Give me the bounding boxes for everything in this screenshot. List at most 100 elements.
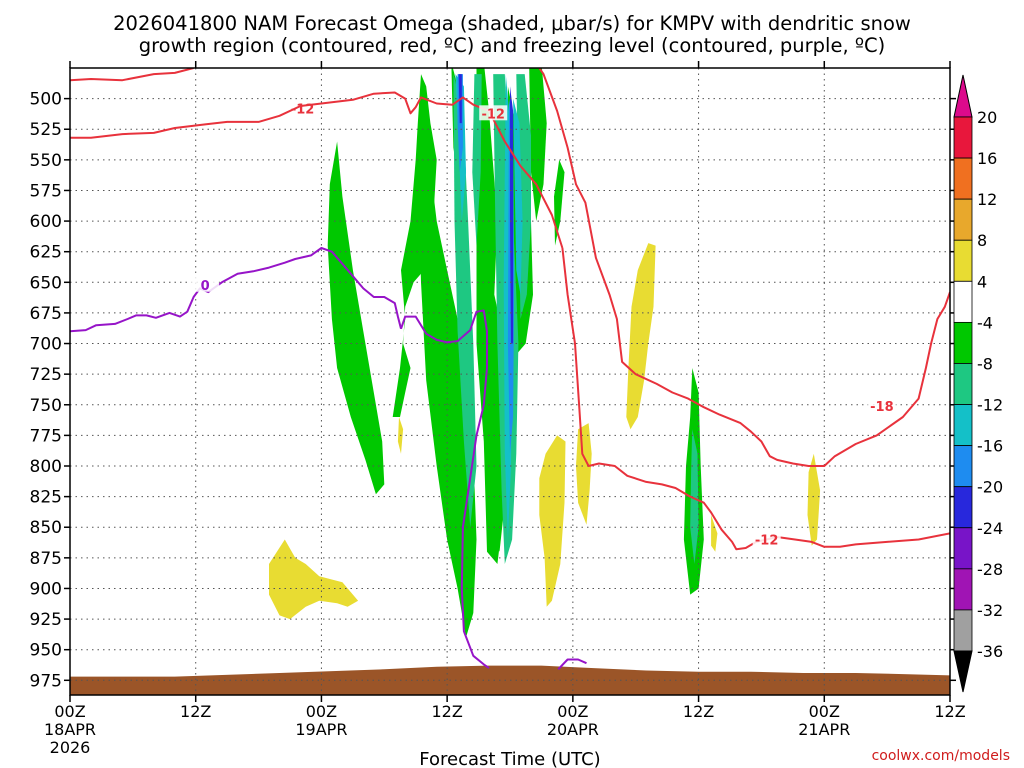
dgz-contour-line-0 bbox=[70, 68, 194, 82]
chart-title-line2: growth region (contoured, red, ºC) and f… bbox=[139, 34, 886, 57]
colorbar-label: -16 bbox=[977, 437, 1003, 456]
colorbar-segment bbox=[953, 321, 973, 364]
y-tick-label: 550 bbox=[30, 151, 62, 171]
x-tick-label: 12Z bbox=[683, 702, 714, 721]
colorbar-segment bbox=[953, 116, 973, 159]
colorbar-label: 8 bbox=[977, 231, 987, 250]
colorbar-segment bbox=[953, 486, 973, 529]
omega-shading-layer bbox=[269, 68, 821, 638]
colorbar-segment bbox=[953, 239, 973, 282]
dgz-contour-label-0: -12 bbox=[291, 102, 315, 117]
x-tick-label: 12Z bbox=[431, 702, 462, 721]
y-tick-label: 975 bbox=[30, 671, 62, 691]
omega-area-2 bbox=[417, 86, 477, 638]
y-tick-label: 600 bbox=[30, 212, 62, 232]
omega-area-8 bbox=[554, 159, 565, 246]
colorbar-label: 12 bbox=[977, 190, 997, 209]
colorbar-segment bbox=[953, 527, 973, 570]
omega-area-26 bbox=[711, 515, 718, 552]
x-year-label: 2026 bbox=[50, 738, 91, 757]
dgz-contour-label-1: -12 bbox=[481, 107, 505, 122]
y-tick-label: 575 bbox=[30, 181, 62, 201]
colorbar-label: 16 bbox=[977, 149, 997, 168]
x-tick-label: 12Z bbox=[180, 702, 211, 721]
colorbar-label: -20 bbox=[977, 478, 1003, 497]
dgz-contour-label-bg bbox=[479, 105, 508, 121]
omega-area-23 bbox=[539, 435, 566, 607]
dgz-contour-label-bg bbox=[867, 397, 896, 413]
y-tick-label: 825 bbox=[30, 488, 62, 508]
dgz-contour-label-bg bbox=[752, 531, 781, 547]
dgz-contour-line-2 bbox=[538, 68, 950, 467]
y-tick-label: 775 bbox=[30, 426, 62, 446]
colorbar-segment bbox=[953, 568, 973, 611]
colorbar-label: 20 bbox=[977, 108, 997, 127]
y-tick-label: 925 bbox=[30, 610, 62, 630]
y-tick-label: 850 bbox=[30, 518, 62, 538]
x-tick-label: 00Z bbox=[54, 702, 85, 721]
y-tick-label: 750 bbox=[30, 396, 62, 416]
omega-area-10 bbox=[453, 74, 477, 528]
colorbar-label: -4 bbox=[977, 313, 993, 332]
colorbar-label: -24 bbox=[977, 519, 1003, 538]
x-date-label: 18APR bbox=[44, 720, 96, 739]
colorbar-legend: 20 16 12 8 4 -4 -8 -12 -16 -20 -24 -28 -32 -36 bbox=[953, 74, 1003, 693]
dgz-contour-label-2: -18 bbox=[870, 400, 894, 415]
y-tick-label: 800 bbox=[30, 457, 62, 477]
colorbar-segment bbox=[953, 609, 973, 652]
colorbar-label: -36 bbox=[977, 642, 1003, 661]
freezing-contour-line-0 bbox=[70, 247, 402, 333]
plot-frame bbox=[69, 67, 951, 696]
colorbar-segment bbox=[953, 363, 973, 405]
omega-area-27 bbox=[807, 453, 821, 546]
x-tick-label: 00Z bbox=[306, 702, 337, 721]
omega-area-14 bbox=[690, 429, 699, 564]
colorbar-top-arrow bbox=[953, 74, 973, 118]
colorbar-label: -32 bbox=[977, 601, 1003, 620]
colorbar-segment bbox=[953, 157, 973, 200]
freezing-contour-line-2 bbox=[557, 658, 587, 670]
colorbar-segment bbox=[953, 198, 973, 241]
colorbar-segment bbox=[953, 445, 973, 488]
x-tick-label: 12Z bbox=[934, 702, 965, 721]
colorbar-segment bbox=[953, 404, 973, 447]
plot-area: -12 -12 -18 -12 0 bbox=[70, 68, 950, 695]
x-date-label: 20APR bbox=[547, 720, 599, 739]
omega-area-25 bbox=[626, 243, 656, 430]
colorbar-label: -28 bbox=[977, 560, 1003, 579]
y-tick-label: 950 bbox=[30, 641, 62, 661]
freezing-contour-line-1 bbox=[400, 309, 490, 669]
freezing-contour-label-0: 0 bbox=[201, 279, 210, 294]
contour-layer: -12 -12 -18 -12 0 bbox=[70, 68, 950, 670]
x-axis-label: Forecast Time (UTC) bbox=[419, 749, 600, 768]
y-tick-label: 900 bbox=[30, 579, 62, 599]
omega-area-17 bbox=[513, 98, 523, 295]
y-tick-label: 525 bbox=[30, 120, 62, 140]
colorbar-bottom-arrow bbox=[953, 650, 973, 693]
x-tick-label: 00Z bbox=[809, 702, 840, 721]
x-date-label: 19APR bbox=[295, 720, 347, 739]
omega-area-24 bbox=[576, 423, 592, 525]
dgz-contour-label-3: -12 bbox=[755, 533, 779, 548]
dgz-contour-line-3 bbox=[561, 247, 950, 551]
omega-area-0 bbox=[327, 141, 385, 495]
colorbar-label: 4 bbox=[977, 272, 987, 291]
y-tick-label: 725 bbox=[30, 365, 62, 385]
y-tick-label: 675 bbox=[30, 304, 62, 324]
x-tick-label: 00Z bbox=[557, 702, 588, 721]
colorbar-label: -12 bbox=[977, 396, 1003, 415]
y-tick-label: 700 bbox=[30, 335, 62, 355]
y-tick-label: 500 bbox=[30, 90, 62, 110]
y-tick-label: 650 bbox=[30, 273, 62, 293]
dgz-contour-line-1 bbox=[70, 91, 564, 249]
y-tick-label: 625 bbox=[30, 243, 62, 263]
omega-area-22 bbox=[269, 539, 359, 620]
y-tick-label: 875 bbox=[30, 549, 62, 569]
colorbar-segment bbox=[953, 280, 973, 323]
colorbar-label: -8 bbox=[977, 354, 993, 373]
chart-title-line1: 2026041800 NAM Forecast Omega (shaded, μ… bbox=[113, 12, 911, 35]
x-date-label: 21APR bbox=[798, 720, 850, 739]
gridlines bbox=[70, 68, 950, 695]
